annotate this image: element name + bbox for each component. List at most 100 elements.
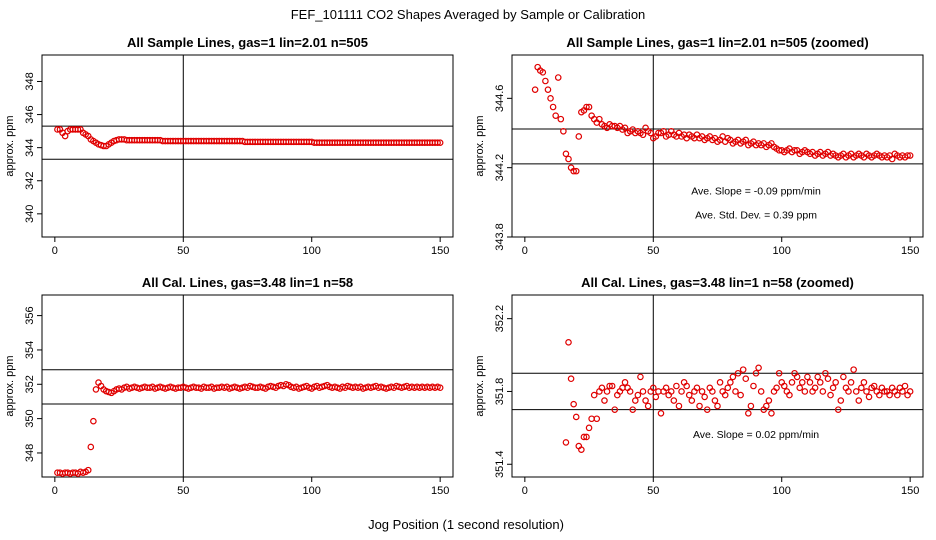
data-point [701, 393, 708, 401]
data-point [709, 388, 716, 395]
data-point [549, 103, 557, 111]
data-point [765, 397, 773, 404]
annotations: Ave. Slope = -0.09 ppm/min Ave. Std. Dev.… [691, 185, 821, 221]
data-point [61, 132, 69, 140]
data-point [757, 388, 765, 395]
data-point [768, 409, 775, 417]
data-point [734, 369, 742, 377]
data-point [829, 384, 837, 392]
data-point [698, 388, 706, 395]
data-point [547, 95, 554, 102]
data-point [791, 147, 798, 154]
x-tick-label: 0 [52, 485, 58, 497]
data-point [583, 103, 590, 111]
plot-frame [41, 294, 454, 478]
y-tick-label: 344.6 [494, 85, 506, 113]
data-point [888, 155, 896, 163]
y-axis-label: approx. ppm [474, 115, 486, 176]
data-point [629, 406, 637, 413]
data-point [531, 86, 539, 93]
data-point [732, 388, 739, 395]
data-point [780, 382, 788, 390]
data-point [773, 384, 780, 392]
data-point [670, 397, 678, 404]
data-point [678, 388, 685, 395]
data-point [598, 384, 606, 392]
data-point [667, 388, 675, 395]
data-point [804, 373, 811, 381]
data-point [585, 424, 593, 432]
plot-frame [511, 294, 924, 478]
annotation-text: Ave. Slope = -0.09 ppm/min [691, 185, 821, 197]
y-tick-label: 340 [24, 205, 36, 223]
y-axis-label: approx. ppm [4, 115, 16, 176]
data-point [693, 384, 701, 392]
data-point [822, 369, 829, 377]
y-axis: 348 350 352 354 356 [24, 306, 42, 462]
data-point [675, 402, 683, 410]
data-point [852, 388, 860, 395]
data-point [54, 126, 61, 133]
data-point [837, 397, 845, 404]
data-point [562, 150, 570, 158]
annotation-text: Ave. Slope = 0.02 ppm/min [693, 429, 819, 441]
data-point [745, 409, 752, 417]
data-point [904, 152, 911, 159]
data-point [840, 373, 847, 381]
y-tick-label: 346 [24, 105, 36, 123]
data-points [54, 379, 444, 477]
y-tick-label: 350 [24, 409, 36, 427]
data-point [906, 152, 914, 159]
data-point [660, 127, 667, 135]
panel-sample-lines: All Sample Lines, gas=1 lin=2.01 n=505 a… [4, 35, 454, 257]
data-point [596, 115, 603, 123]
data-point [570, 400, 577, 408]
data-point [801, 388, 809, 395]
data-point [434, 139, 441, 146]
data-point [542, 77, 549, 85]
data-point [634, 391, 642, 399]
data-point [644, 402, 652, 410]
data-point [608, 382, 616, 390]
data-point [572, 413, 580, 421]
reference-lines [512, 295, 923, 477]
data-points [531, 63, 914, 175]
x-tick-label: 150 [431, 245, 449, 257]
data-point [580, 433, 588, 441]
y-axis: 340 342 344 346 348 [24, 72, 42, 223]
plot-frame [41, 54, 454, 238]
data-point [788, 379, 796, 386]
data-point [863, 388, 870, 395]
data-point [742, 136, 750, 144]
x-tick-label: 50 [177, 245, 189, 257]
data-point [652, 393, 660, 401]
data-point [575, 133, 583, 140]
x-tick-label: 150 [431, 485, 449, 497]
data-point [92, 386, 100, 393]
data-point [606, 382, 613, 390]
x-tick-label: 150 [901, 485, 919, 497]
data-point [870, 382, 878, 390]
data-point [793, 373, 801, 381]
data-point [673, 382, 680, 390]
data-point [74, 126, 82, 133]
x-tick-label: 50 [177, 485, 189, 497]
y-tick-label: 342 [24, 172, 36, 190]
data-point [894, 391, 901, 399]
reference-lines [42, 55, 453, 237]
data-point [703, 406, 711, 413]
data-point [639, 388, 647, 395]
panel-title: All Cal. Lines, gas=3.48 lin=1 n=58 [142, 275, 353, 290]
data-point [750, 382, 757, 390]
data-point [554, 74, 562, 81]
x-tick-label: 50 [647, 245, 659, 257]
data-point [557, 115, 565, 123]
reference-lines [512, 55, 923, 237]
y-tick-label: 356 [24, 306, 36, 324]
data-point [855, 397, 863, 404]
x-tick-label: 150 [901, 245, 919, 257]
data-point [721, 391, 729, 399]
data-point [886, 391, 893, 399]
x-axis: 0 50 100 150 [52, 477, 449, 497]
data-point [752, 369, 760, 377]
